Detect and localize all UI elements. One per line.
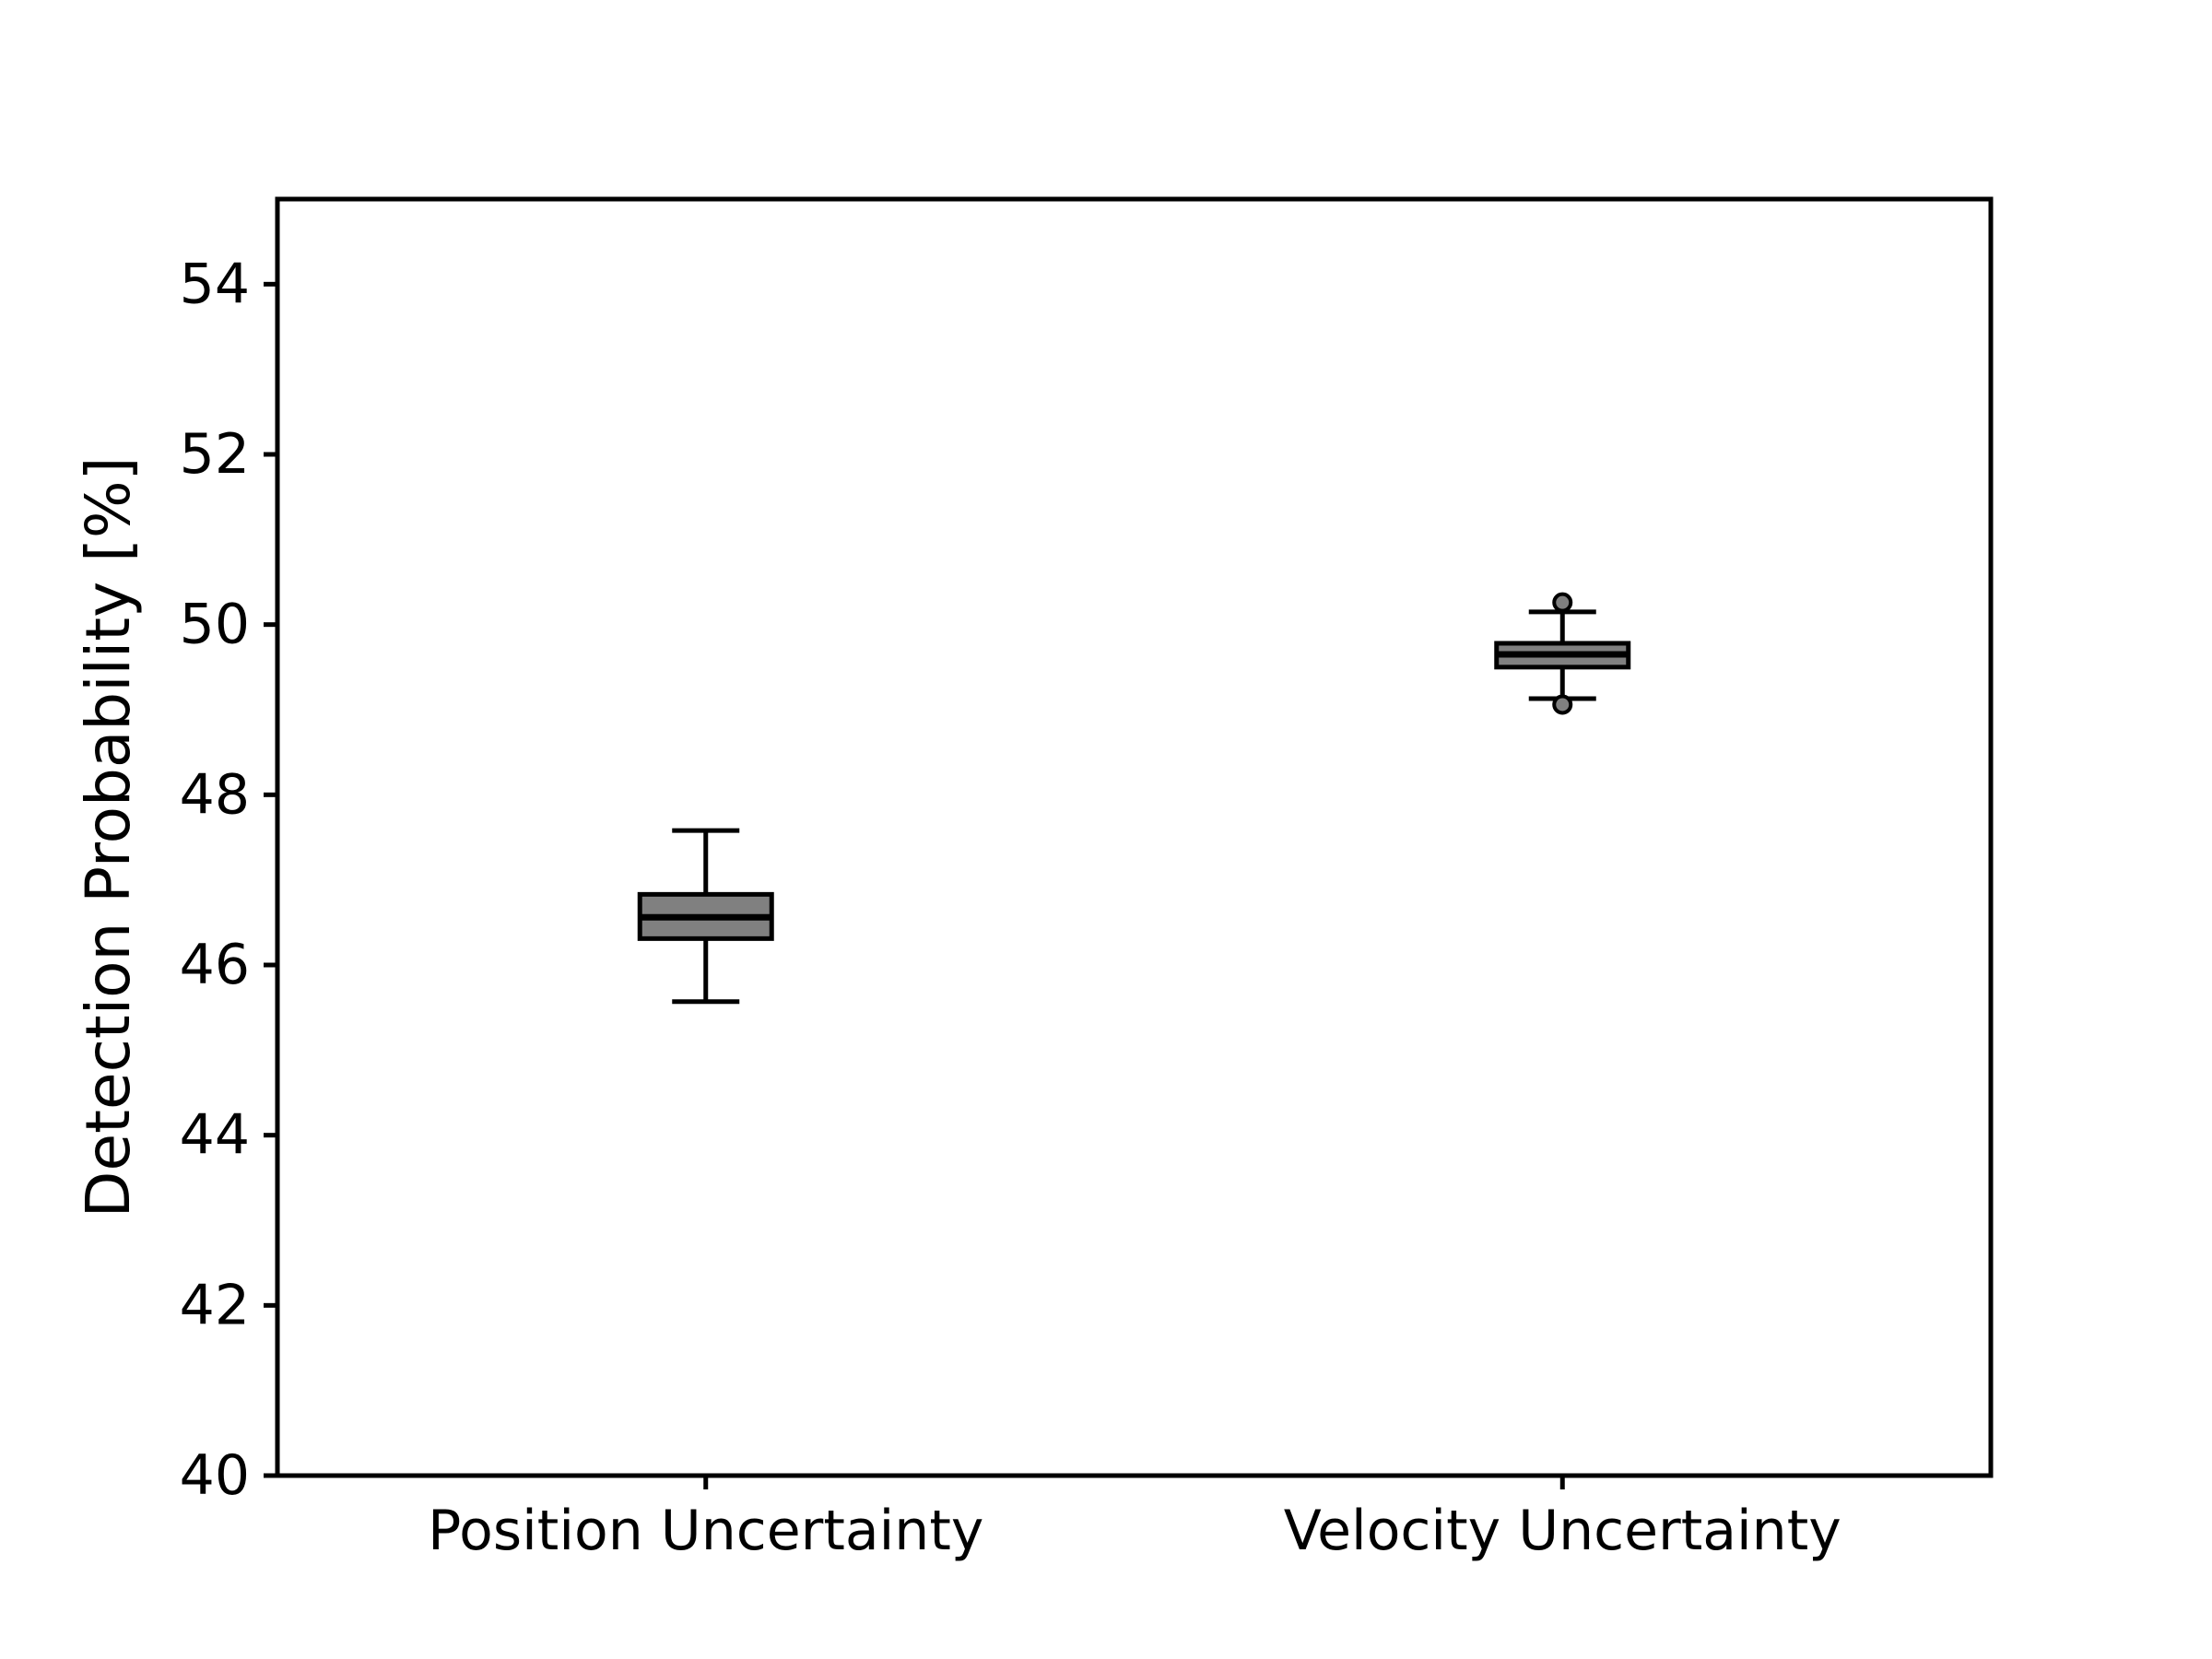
y-tick-label: 42 [180,1273,250,1337]
box-group-1 [637,828,774,1005]
y-tick-label: 54 [180,252,250,316]
box-group-2 [1494,592,1631,715]
y-tick-label: 50 [180,593,250,657]
outlier-marker [1552,592,1573,613]
x-tick-label: Position Uncertainty [428,1499,983,1563]
y-tick-label: 48 [180,762,250,827]
y-axis-label: Detection Probability [%] [73,457,144,1218]
y-tick-label: 52 [180,422,250,487]
x-tick-label: Velocity Uncertainty [1284,1499,1841,1563]
axes-frame [275,196,1994,1478]
y-tick-label: 40 [180,1443,250,1508]
y-tick-label: 44 [180,1103,250,1168]
outlier-marker [1552,694,1573,715]
y-tick-label: 46 [180,933,250,997]
